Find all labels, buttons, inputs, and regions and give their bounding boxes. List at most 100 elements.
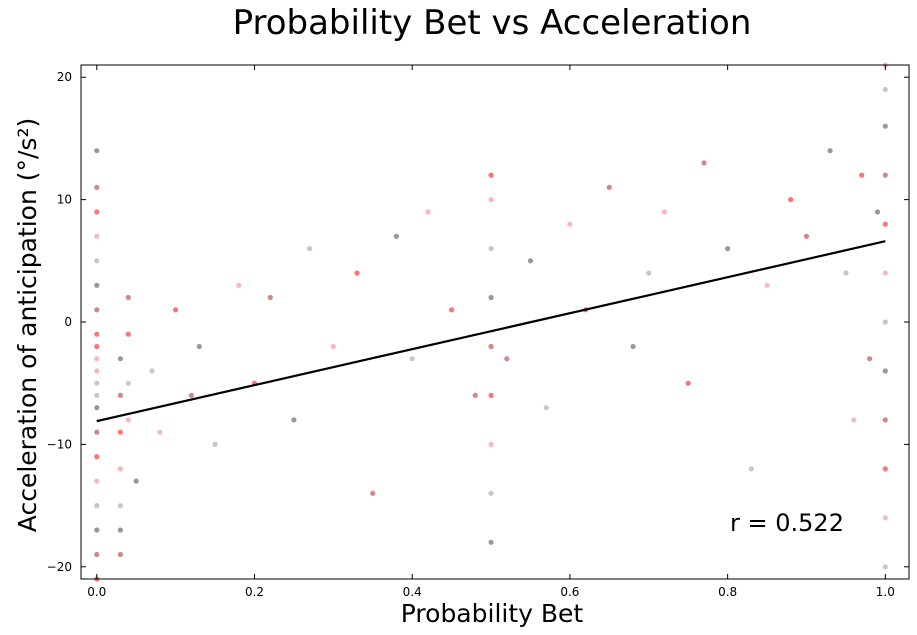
scatter-point: [94, 209, 100, 215]
scatter-point: [488, 343, 494, 350]
scatter-point: [291, 417, 297, 423]
scatter-point: [307, 246, 313, 252]
scatter-point: [488, 172, 494, 178]
x-tick-label: 0.8: [718, 585, 737, 599]
scatter-point: [488, 490, 494, 496]
scatter-point: [94, 503, 100, 509]
scatter-point: [94, 380, 100, 386]
scatter-point: [117, 551, 123, 558]
scatter-point: [788, 197, 794, 203]
scatter-point: [94, 429, 100, 435]
scatter-point: [94, 551, 100, 558]
scatter-point: [449, 307, 455, 313]
scatter-point: [94, 148, 100, 154]
scatter-point: [488, 392, 494, 398]
scatter-point: [488, 197, 494, 203]
scatter-point: [851, 417, 857, 423]
scatter-point: [567, 221, 573, 227]
scatter-point: [859, 172, 865, 178]
scatter-point: [882, 368, 888, 374]
scatter-point: [117, 429, 123, 435]
scatter-point: [94, 258, 100, 264]
scatter-point: [764, 282, 770, 288]
plot-frame: [80, 64, 910, 580]
scatter-point: [267, 294, 273, 301]
scatter-point: [236, 282, 242, 288]
scatter-point: [117, 356, 123, 362]
scatter-point: [425, 209, 431, 215]
scatter-point: [370, 490, 376, 496]
scatter-point: [701, 160, 707, 166]
scatter-point: [488, 539, 494, 545]
scatter-point: [212, 441, 218, 447]
scatter-point: [173, 307, 179, 313]
scatter-point: [133, 478, 139, 484]
scatter-point: [354, 270, 360, 276]
scatter-point: [882, 515, 888, 521]
scatter-point: [125, 380, 131, 386]
scatter-point: [882, 319, 888, 325]
scatter-point: [882, 221, 888, 227]
scatter-point: [94, 454, 100, 460]
scatter-point: [882, 270, 888, 276]
scatter-point: [94, 233, 100, 239]
scatter-point: [125, 294, 131, 301]
x-tick-label: 0.0: [87, 585, 106, 599]
data-points: [94, 62, 888, 582]
scatter-point: [646, 270, 652, 276]
scatter-point: [117, 527, 123, 533]
scatter-point: [527, 258, 534, 264]
scatter-point: [94, 307, 100, 313]
scatter-point: [94, 282, 100, 288]
scatter-point: [606, 184, 612, 190]
scatter-point: [748, 466, 754, 472]
y-axis-label: Acceleration of anticipation (°/s²): [13, 118, 42, 532]
scatter-point: [882, 564, 888, 570]
y-axis: −20 −10 0 10 20: [47, 70, 909, 574]
scatter-point: [882, 466, 888, 472]
scatter-point: [94, 331, 100, 337]
scatter-point: [393, 233, 399, 239]
y-tick-label: 20: [57, 70, 72, 84]
scatter-point: [882, 123, 888, 129]
scatter-point: [117, 466, 123, 472]
scatter-point: [725, 246, 731, 252]
scatter-point: [94, 184, 100, 190]
scatter-point: [94, 392, 100, 398]
scatter-point: [409, 356, 415, 362]
scatter-point: [882, 86, 888, 93]
scatter-point: [117, 503, 123, 509]
scatter-point: [188, 392, 194, 398]
scatter-point: [330, 343, 336, 350]
x-axis-label: Probability Bet: [401, 599, 584, 628]
scatter-point: [874, 209, 881, 215]
scatter-point: [157, 429, 163, 435]
chart-title: Probability Bet vs Acceleration: [233, 3, 752, 43]
scatter-point: [488, 294, 494, 301]
scatter-point: [827, 148, 833, 154]
y-tick-label: −10: [47, 437, 72, 451]
scatter-point: [149, 368, 155, 374]
x-tick-label: 0.4: [403, 585, 422, 599]
scatter-point: [94, 343, 100, 350]
x-tick-label: 0.2: [245, 585, 264, 599]
scatter-point: [94, 405, 100, 411]
scatter-point: [94, 356, 100, 362]
scatter-point: [685, 380, 691, 386]
x-axis: 0.0 0.2 0.4 0.6 0.8 1.0: [87, 65, 895, 599]
y-tick-label: 10: [57, 193, 72, 207]
scatter-point: [630, 343, 636, 350]
scatter-point: [543, 405, 549, 411]
scatter-point: [504, 356, 510, 362]
scatter-point: [94, 478, 100, 484]
scatter-point: [472, 392, 478, 398]
y-tick-label: −20: [47, 560, 72, 574]
scatter-point: [94, 527, 100, 533]
scatter-point: [488, 246, 494, 252]
correlation-annotation: r = 0.522: [730, 509, 844, 537]
scatter-point: [94, 368, 100, 374]
scatter-point: [803, 233, 810, 239]
regression-line: [96, 240, 886, 423]
scatter-point: [488, 441, 494, 447]
